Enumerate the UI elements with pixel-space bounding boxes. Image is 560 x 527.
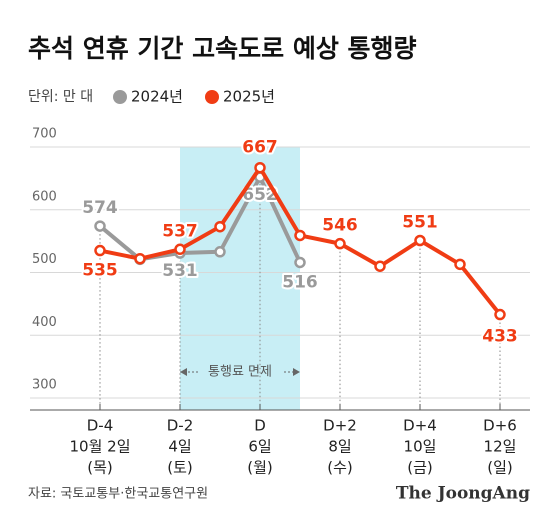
y-tick-label: 700 [32,127,57,142]
legend-label: 2024년 [131,88,183,106]
y-tick-label: 300 [32,378,57,393]
x-tick-label: D+6 [483,417,517,435]
series-line [98,175,302,264]
point [374,260,386,272]
x-tick-label: 8일 [328,438,351,456]
point [254,161,266,174]
data-label: 551 [402,212,438,232]
point [214,246,226,258]
legend-marker [113,90,127,104]
data-label: 531 [162,261,198,281]
highlight-label-bg [198,363,282,381]
x-tick-label: (월) [247,459,273,477]
x-tick-label: 4일 [168,438,191,456]
x-tick-label: (일) [487,459,513,477]
x-tick-label: D-4 [87,417,114,435]
chart-title: 추석 연휴 기간 고속도로 예상 통행량 [28,34,417,63]
x-tick-label: D [254,417,266,435]
point [94,244,106,257]
x-tick-label: (수) [327,459,353,477]
data-label: 433 [482,327,518,347]
unit: 단위: 만 대 [28,89,93,105]
point [494,308,506,321]
x-tick-label: D+2 [323,417,357,435]
x-tick-label: D+4 [403,417,437,435]
x-tick-label: 10일 [404,438,437,456]
x-tick-label: 12일 [484,438,517,456]
point [134,252,146,265]
data-label: 574 [82,198,118,218]
x-tick-label: (목) [87,459,113,477]
point [454,258,466,271]
source: 자료: 국토교통부·한국교통연구원 [28,487,208,502]
data-label: 537 [162,221,198,241]
y-tick-label: 600 [32,189,57,204]
data-label: 546 [322,216,358,236]
highlight-label: 통행료 면제 [208,364,272,380]
x-tick-label: 6일 [248,438,271,456]
legend-label: 2025년 [223,88,275,106]
legend-marker [205,90,219,104]
y-tick-label: 400 [32,315,57,330]
y-tick-label: 500 [32,252,57,267]
data-label: 667 [242,138,278,158]
point [94,220,106,232]
x-tick-label: (토) [167,459,193,477]
point [414,234,426,247]
point [294,256,306,269]
data-label: 535 [82,261,118,281]
x-tick-label: (금) [407,459,433,477]
data-label: 516 [282,272,318,292]
point [174,243,186,256]
brand: The JoongAng [396,484,530,504]
x-tick-label: 10월 2일 [70,438,131,456]
point [214,220,226,233]
x-tick-label: D-2 [167,417,194,435]
data-label: 652 [242,185,278,205]
point [334,237,346,250]
point [294,229,306,242]
